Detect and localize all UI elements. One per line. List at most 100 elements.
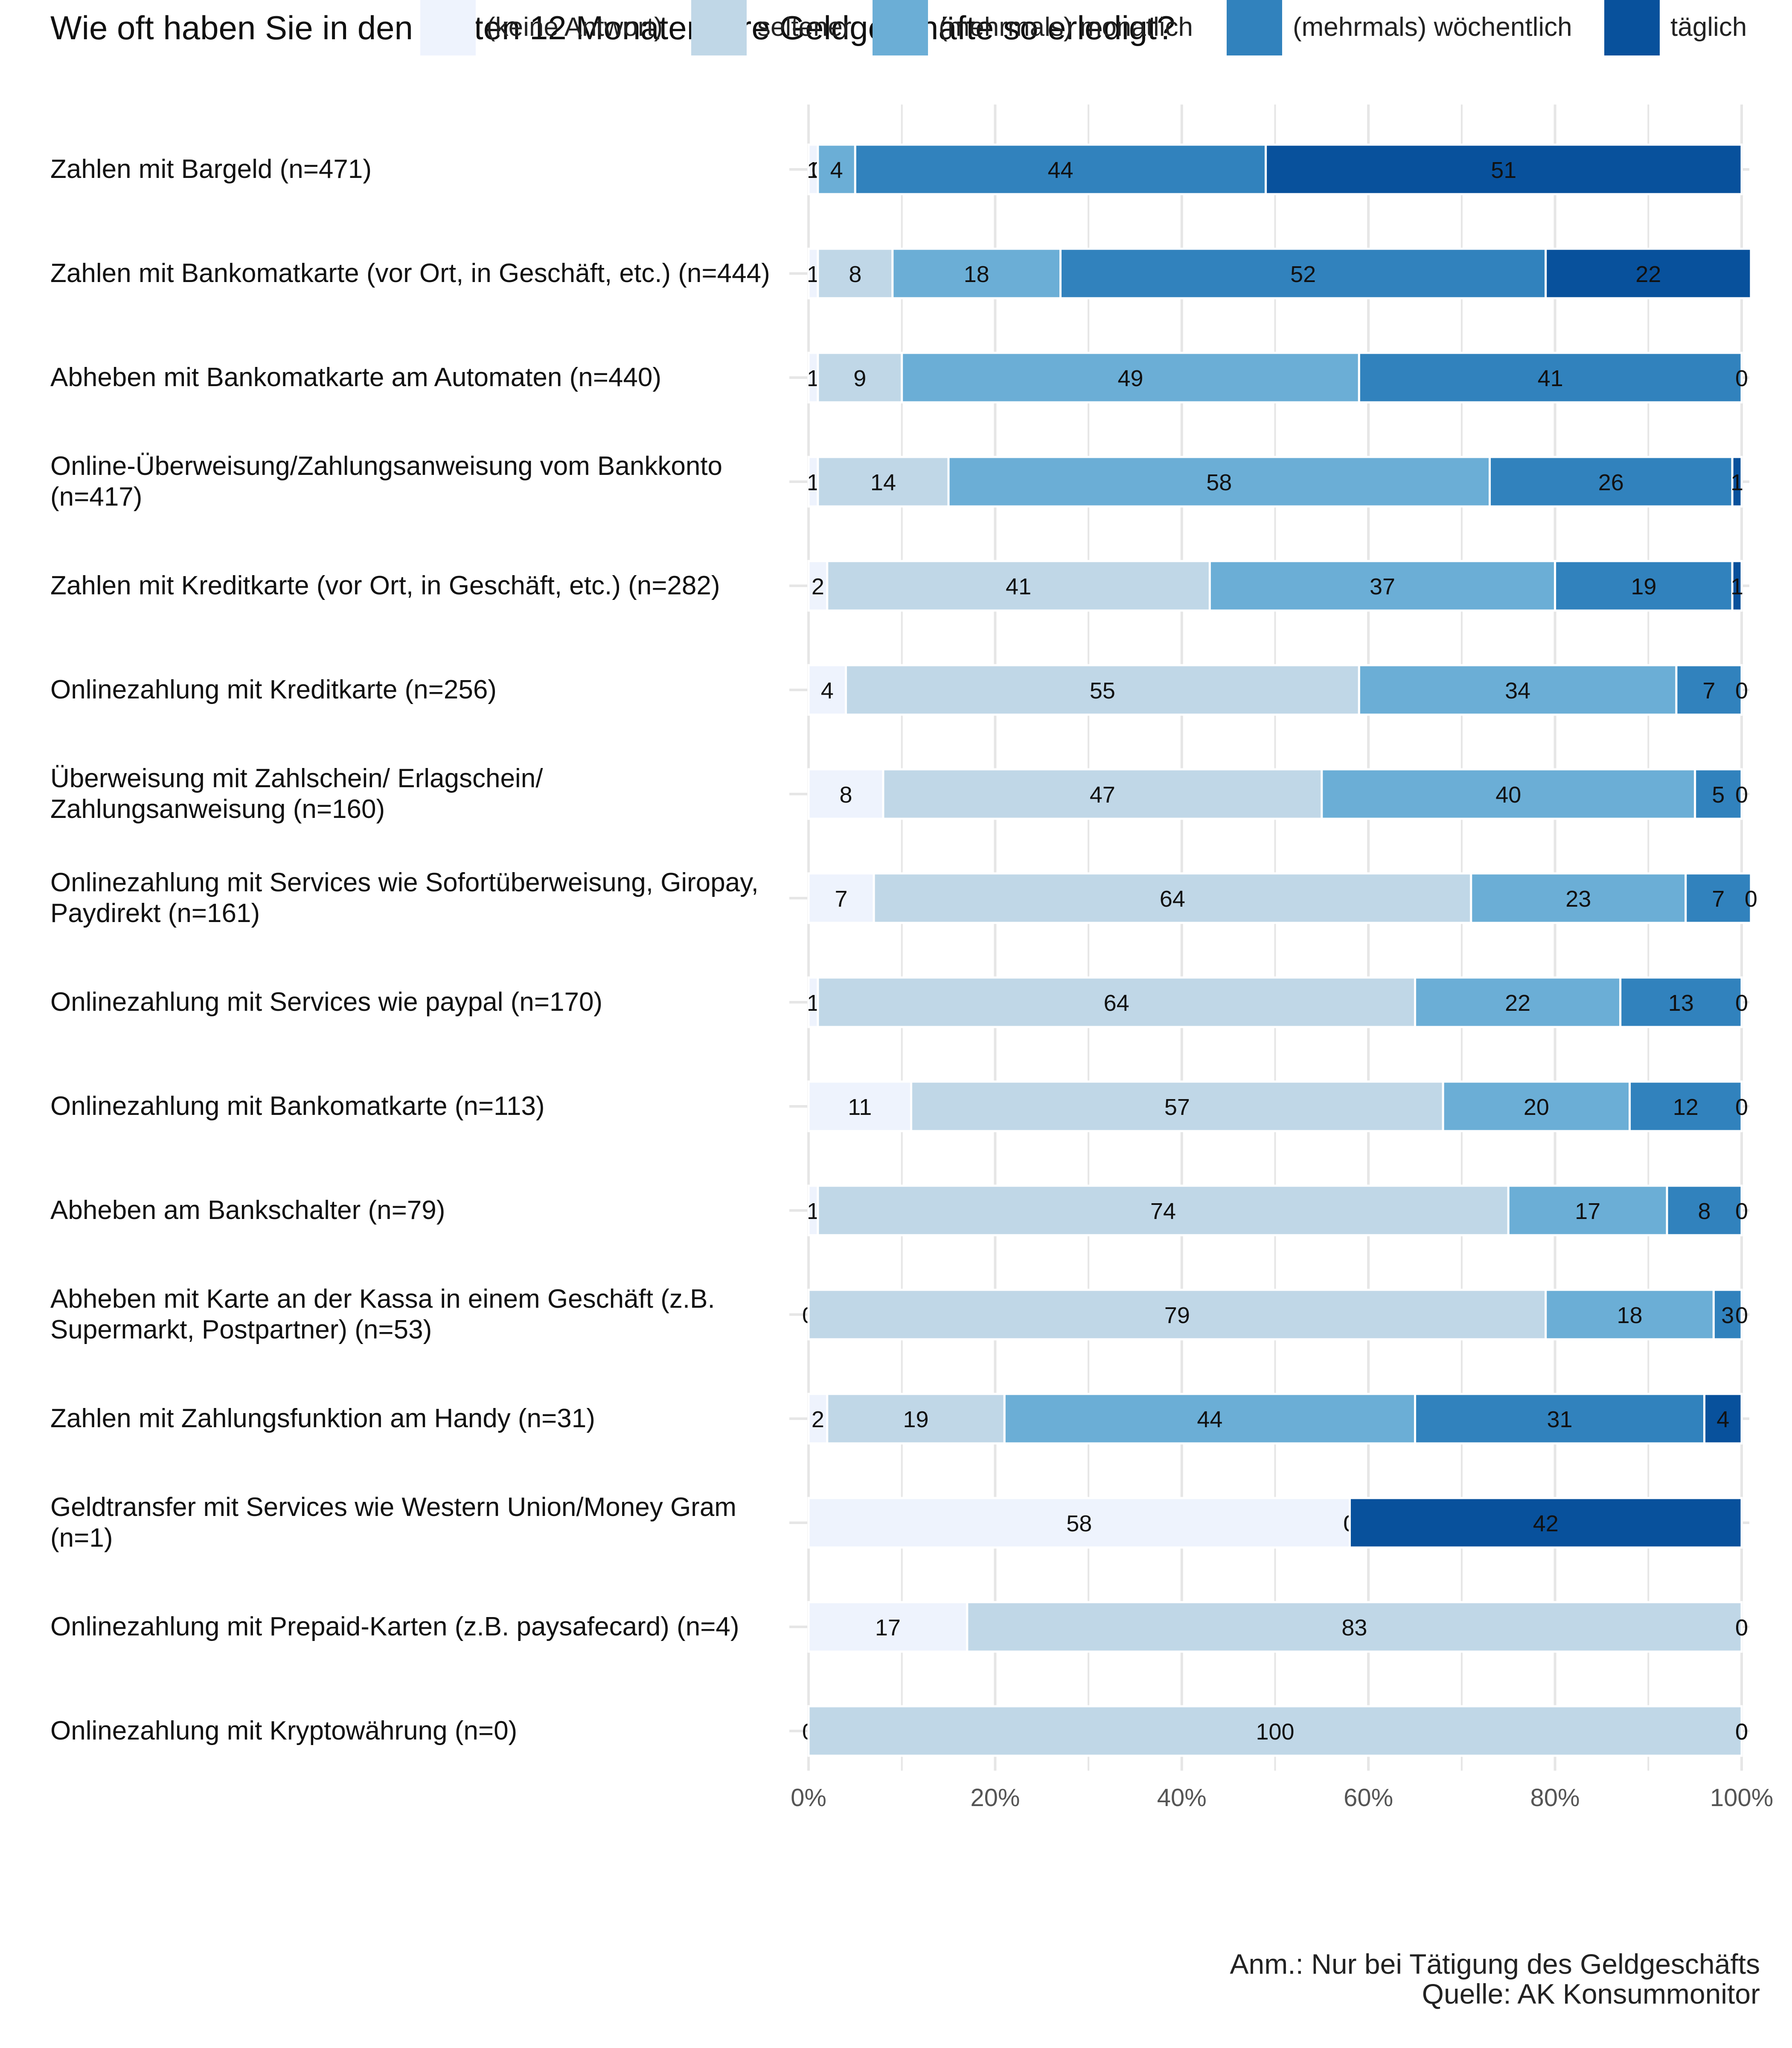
- bar-segment: [1629, 1080, 1743, 1132]
- data-label: 0: [1735, 1615, 1748, 1641]
- data-label: 20: [1524, 1094, 1549, 1120]
- category-label: Zahlen mit Zahlungsfunktion am Handy (n=…: [50, 1404, 595, 1433]
- data-label: 47: [1090, 782, 1115, 808]
- bar-segment: [1712, 1289, 1743, 1341]
- data-label: 2: [812, 1407, 824, 1432]
- bar-segment: [1666, 1184, 1743, 1236]
- data-label: 8: [849, 262, 861, 287]
- bar-segment: [1684, 872, 1752, 924]
- bar-segment: [1507, 1184, 1668, 1236]
- bar-segment: [901, 352, 1360, 404]
- data-label: 0: [1735, 1719, 1748, 1745]
- bar-segment: [807, 1601, 969, 1653]
- category-label: Abheben mit Karte an der Kassa in einem …: [50, 1284, 715, 1344]
- category-label: Onlinezahlung mit Bankomatkarte (n=113): [50, 1091, 545, 1121]
- x-tick-label: 0%: [791, 1784, 826, 1812]
- legend-swatch: [420, 0, 476, 55]
- bar-segment: [817, 456, 950, 508]
- legend-swatch: [1604, 0, 1660, 55]
- bar-segment: [817, 143, 856, 195]
- category-label: Abheben mit Bankomatkarte am Automaten (…: [50, 363, 661, 392]
- bar-segment: [1414, 1393, 1706, 1445]
- data-label: 0: [1735, 1719, 1748, 1745]
- bar-segment: [1059, 247, 1547, 300]
- legend-swatch: [873, 0, 928, 55]
- bar-segment: [1545, 1289, 1715, 1341]
- data-label: 55: [1090, 678, 1115, 704]
- bar-segment: [1348, 1497, 1743, 1549]
- legend-label: täglich: [1670, 12, 1747, 42]
- data-label: 34: [1505, 678, 1530, 704]
- legend-label: (keine Antwort): [486, 12, 663, 42]
- data-label: 64: [1104, 990, 1129, 1016]
- source-note: Quelle: AK Konsummonitor: [1422, 1978, 1760, 2010]
- bar-segment: [1731, 456, 1743, 508]
- bar-segment: [1731, 560, 1743, 612]
- data-label: 0: [1735, 1615, 1748, 1641]
- x-tick-label: 80%: [1530, 1784, 1580, 1812]
- bar-segment: [854, 143, 1267, 195]
- data-label: 12: [1673, 1094, 1699, 1120]
- data-label: 22: [1505, 990, 1530, 1016]
- category-label: Online-Überweisung/Zahlungsanweisung vom…: [50, 451, 723, 512]
- data-label: 64: [1160, 886, 1185, 912]
- data-label: 44: [1197, 1407, 1222, 1432]
- x-tick-label: 20%: [970, 1784, 1020, 1812]
- chart-title: Wie oft haben Sie in den letzten 12 Mona…: [50, 9, 1175, 47]
- category-label: Onlinezahlung mit Services wie paypal (n…: [50, 987, 603, 1017]
- bar-segment: [807, 664, 847, 716]
- data-label: 83: [1341, 1615, 1367, 1641]
- data-label: 31: [1547, 1407, 1572, 1432]
- legend-swatch: [691, 0, 747, 55]
- category-label: Onlinezahlung mit Prepaid-Karten (z.B. p…: [50, 1612, 739, 1641]
- legend-label: (mehrmals) wöchentlich: [1293, 12, 1572, 42]
- data-label: 9: [853, 366, 866, 391]
- data-label: 5: [1712, 782, 1725, 808]
- data-label: 19: [903, 1407, 928, 1432]
- category-label: Überweisung mit Zahlschein/ Erlagschein/…: [50, 764, 543, 824]
- data-label: 17: [875, 1615, 901, 1641]
- x-tick-label: 100%: [1710, 1784, 1774, 1812]
- category-label: Onlinezahlung mit Kreditkarte (n=256): [50, 675, 497, 704]
- legend-label: (mehrmals) monatlich: [939, 12, 1193, 42]
- bar-segment: [1694, 768, 1743, 820]
- data-label: 3: [1721, 1303, 1734, 1328]
- bar-segment: [844, 664, 1360, 716]
- bar-segment: [1208, 560, 1556, 612]
- bar-segment: [947, 456, 1491, 508]
- bar-segment: [807, 1705, 1743, 1757]
- bar-segment: [1321, 768, 1696, 820]
- bar-segment: [1703, 1393, 1743, 1445]
- data-label: 0: [1735, 1303, 1748, 1328]
- data-label: 57: [1164, 1094, 1190, 1120]
- bar-segment: [826, 1393, 1006, 1445]
- data-label: 2: [812, 574, 824, 599]
- data-label: 41: [1006, 574, 1031, 599]
- data-label: 58: [1206, 470, 1232, 495]
- bar-segment: [817, 352, 903, 404]
- data-label: 22: [1635, 262, 1661, 287]
- data-label: 37: [1370, 574, 1395, 599]
- data-label: 4: [1716, 1407, 1729, 1432]
- data-label: 18: [964, 262, 989, 287]
- bar-segment: [826, 560, 1211, 612]
- data-label: 8: [1698, 1199, 1711, 1224]
- data-label: 100: [1256, 1719, 1294, 1745]
- data-label: 0: [1735, 782, 1748, 808]
- category-label: Zahlen mit Bargeld (n=471): [50, 154, 372, 184]
- data-label: 49: [1117, 366, 1143, 391]
- data-label: 0: [1735, 1615, 1748, 1641]
- bar-segment: [1675, 664, 1743, 716]
- data-label: 4: [830, 157, 843, 183]
- data-label: 4: [821, 678, 834, 704]
- x-tick-label: 60%: [1344, 1784, 1393, 1812]
- data-label: 51: [1491, 157, 1516, 183]
- bar-segment: [817, 976, 1417, 1028]
- legend-label: seltener: [757, 12, 852, 42]
- bar-segment: [807, 1080, 913, 1132]
- data-label: 0: [1735, 1719, 1748, 1745]
- bar-segment: [1489, 456, 1734, 508]
- bar-segment: [817, 247, 894, 300]
- bar-segment: [807, 1393, 829, 1445]
